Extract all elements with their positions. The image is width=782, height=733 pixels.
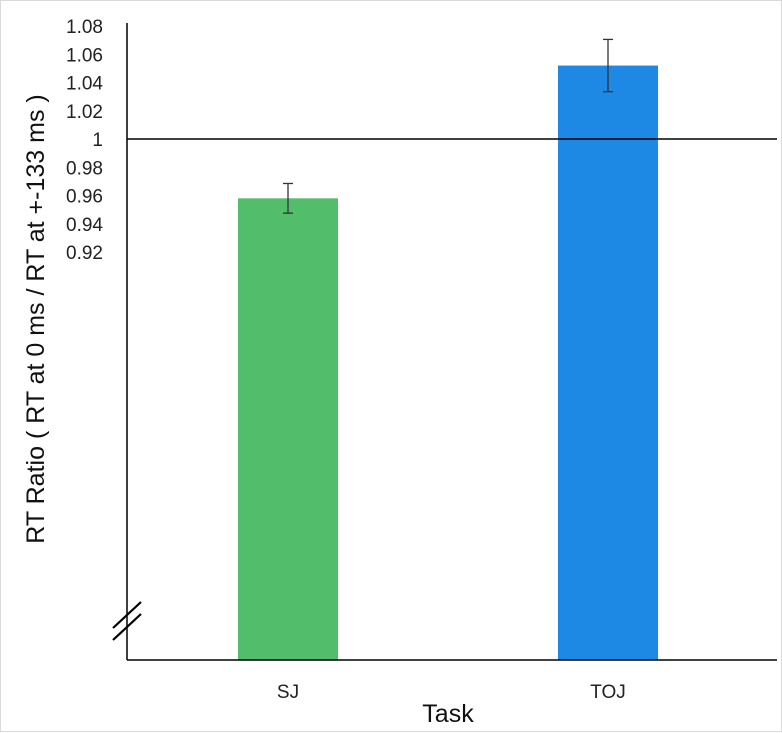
y-tick-label: 0.92 (66, 243, 103, 264)
x-axis-title: Task (422, 700, 474, 728)
y-tick-label: 1 (92, 130, 103, 151)
y-tick-label: 0.98 (66, 158, 103, 179)
y-tick-label: 0.94 (66, 215, 103, 236)
bar-toj (558, 65, 658, 661)
axis-break-mark-2 (112, 613, 142, 641)
x-tick-label: SJ (277, 682, 299, 703)
bar-sj (238, 198, 338, 660)
y-tick-label: 0.96 (66, 187, 103, 208)
y-tick-label: 1.08 (66, 17, 103, 38)
axis-break-mark-1 (112, 601, 142, 629)
y-tick-label: 1.06 (66, 45, 103, 66)
y-axis-title: RT Ratio ( RT at 0 ms / RT at +-133 ms ) (22, 94, 50, 543)
y-tick-label: 1.04 (66, 74, 103, 95)
y-tick-label: 1.02 (66, 102, 103, 123)
x-tick-label: TOJ (590, 682, 626, 703)
